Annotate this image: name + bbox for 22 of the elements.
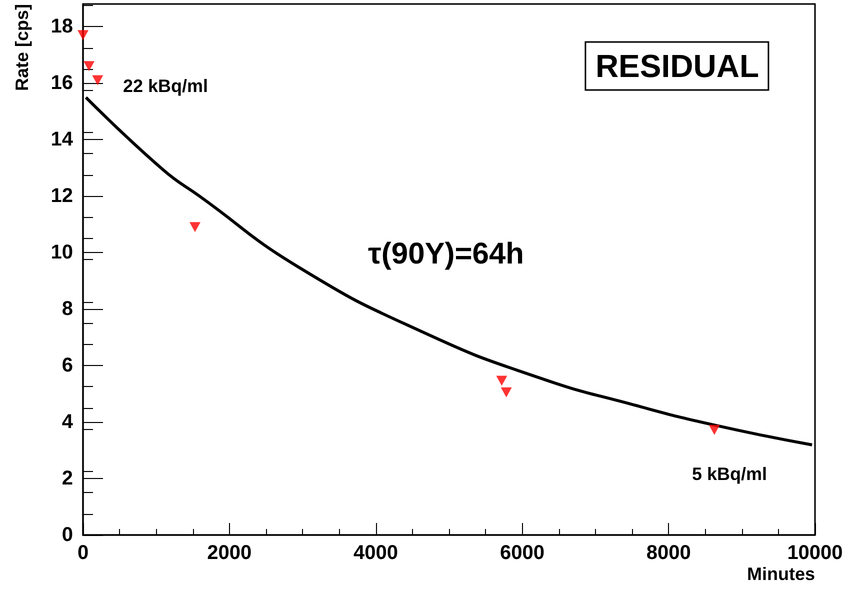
y-tick-label: 14: [50, 128, 74, 151]
y-tick-label: 12: [50, 185, 73, 208]
y-axis-title: Rate [cps]: [12, 4, 32, 92]
y-tick-label: 4: [62, 411, 74, 434]
annotation: τ(90Y)=64h: [368, 238, 524, 270]
x-tick-label: 0: [77, 542, 89, 564]
y-tick-label: 18: [50, 16, 73, 38]
y-tick-label: 16: [50, 72, 73, 94]
x-tick-label: 4000: [354, 542, 398, 564]
y-tick-label: 8: [62, 298, 73, 320]
y-tick-label: 2: [62, 468, 73, 490]
y-tick-label: 10: [50, 242, 73, 264]
x-axis-title: Minutes: [746, 564, 815, 584]
x-tick-label: 6000: [500, 542, 544, 564]
x-tick-label: 10000: [787, 542, 843, 564]
annotation: 5 kBq/ml: [692, 464, 768, 484]
y-tick-label: 6: [62, 354, 73, 377]
x-tick-label: 2000: [207, 542, 252, 564]
x-tick-label: 8000: [646, 542, 691, 564]
annotation: 22 kBq/ml: [123, 76, 208, 96]
y-tick-label: 0: [62, 524, 73, 546]
text: RESIDUAL: [595, 48, 759, 84]
